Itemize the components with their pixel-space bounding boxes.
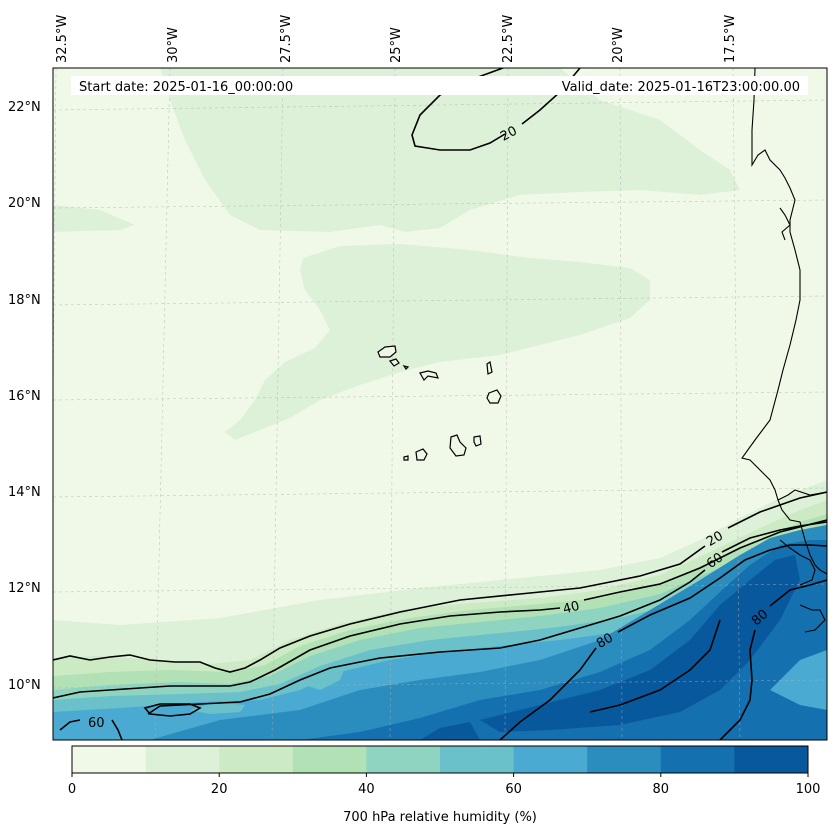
colorbar-tick-label: 80	[653, 782, 670, 797]
island-sao-vicente	[388, 358, 400, 367]
colorbar-tick-label: 60	[505, 782, 522, 797]
latitude-labels: 22°N 20°N 18°N 16°N 14°N 12°N 10°N	[8, 100, 41, 693]
contour-label: 60	[88, 716, 105, 731]
lon-label: 22.5°W	[501, 15, 516, 63]
contour-label: 20	[704, 529, 726, 550]
colorbar-segment	[366, 746, 441, 773]
island-santa-luzia	[402, 365, 410, 370]
humidity-band-90-100	[480, 555, 800, 732]
lon-label: 20°W	[611, 27, 626, 63]
colorbar-segment	[660, 746, 735, 773]
island-brava	[403, 455, 409, 461]
colorbar-segment	[587, 746, 662, 773]
coast-senegal-river	[779, 207, 791, 241]
contour-60	[59, 521, 827, 740]
colorbar-segment	[513, 746, 588, 773]
lat-label: 18°N	[8, 293, 41, 308]
start-date-label: Start date: 2025-01-16_00:00:00	[79, 80, 293, 95]
colorbar-frame	[71, 745, 809, 774]
lat-label: 14°N	[8, 485, 41, 500]
island-maio	[473, 435, 482, 447]
humidity-patch-10-20-west	[53, 205, 135, 232]
lat-label: 16°N	[8, 389, 41, 404]
island-sao-nicolau	[419, 370, 439, 381]
graticule	[53, 68, 827, 740]
island-fogo	[415, 448, 428, 461]
colorbar-segment	[72, 746, 147, 773]
contour-60-loop	[143, 703, 202, 717]
island-boa-vista	[486, 389, 502, 404]
colorbar-title: 700 hPa relative humidity (%)	[343, 810, 537, 825]
contour-40	[53, 519, 827, 699]
lon-label: 32.5°W	[55, 15, 70, 63]
header-box	[71, 76, 808, 95]
colorbar-tick-label: 100	[796, 782, 821, 797]
lat-label: 10°N	[8, 678, 41, 693]
colorbar-segment	[440, 746, 515, 773]
coast-africa-guinea	[777, 499, 827, 575]
coast-guinea-bissau	[779, 539, 816, 586]
lon-label: 27.5°W	[279, 15, 294, 63]
lon-label: 17.5°W	[723, 15, 738, 63]
contour-80-inner	[589, 619, 721, 713]
island-santo-antao	[377, 345, 397, 358]
lat-label: 12°N	[8, 581, 41, 596]
colorbar-segment	[145, 746, 220, 773]
longitude-labels: 32.5°W 30°W 27.5°W 25°W 22.5°W 20°W 17.5…	[55, 15, 738, 63]
colorbar-segment	[292, 746, 367, 773]
contour-label: 20	[498, 124, 520, 145]
humidity-patch-50-60-sw2	[305, 668, 345, 690]
coast-africa-west	[741, 68, 827, 501]
contours	[53, 68, 827, 740]
humidity-patch-50-60-sw	[190, 702, 245, 714]
colorbar	[72, 746, 809, 773]
coast-guinea-south	[799, 604, 826, 633]
humidity-patch-90-100-sw	[420, 722, 480, 740]
contour-80	[499, 544, 827, 740]
lon-label: 30°W	[166, 27, 181, 63]
lat-label: 20°N	[8, 196, 41, 211]
colorbar-ticks: 0 20 40 60 80 100	[68, 773, 821, 797]
map-area: 20 20 60 40 80 80 60	[53, 68, 827, 740]
humidity-patch-10-20-band	[225, 244, 650, 440]
cape-verde-islands	[377, 345, 502, 461]
lat-label: 22°N	[8, 100, 41, 115]
valid-date-label: Valid_date: 2025-01-16T23:00:00.00	[562, 80, 800, 95]
contour-label: 40	[561, 599, 581, 618]
colorbar-tick-label: 40	[358, 782, 375, 797]
colorbar-tick-label: 0	[68, 782, 76, 797]
colorbar-segment	[734, 746, 809, 773]
map-frame	[52, 67, 828, 741]
island-sal	[486, 361, 493, 375]
contour-label: 80	[594, 631, 616, 652]
contour-80-east	[719, 579, 827, 740]
colorbar-tick-label: 20	[211, 782, 228, 797]
lon-label: 25°W	[389, 27, 404, 63]
colorbar-segment	[219, 746, 294, 773]
coastlines	[741, 68, 827, 633]
island-santiago	[449, 434, 467, 457]
